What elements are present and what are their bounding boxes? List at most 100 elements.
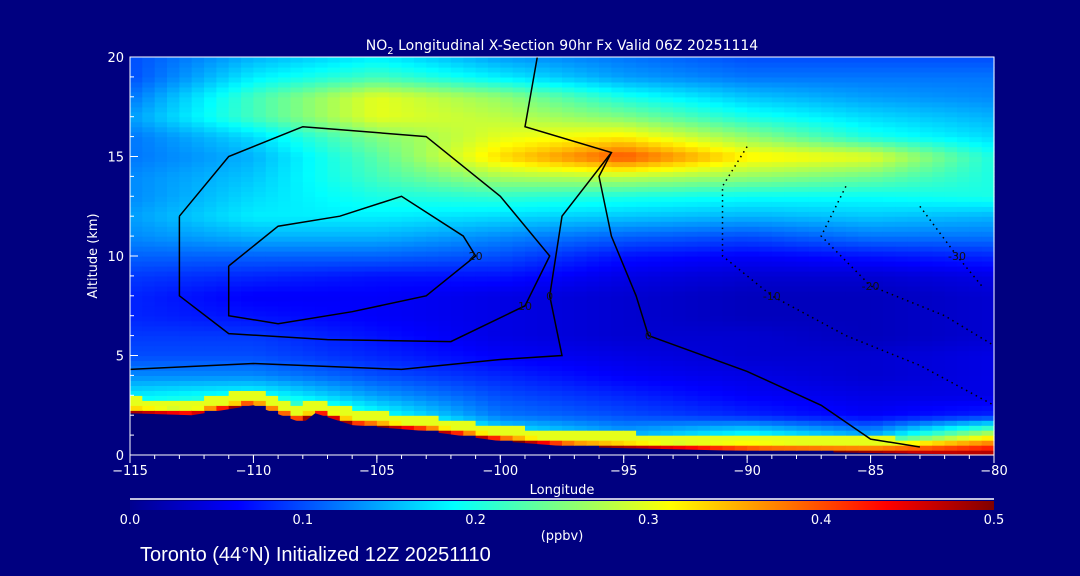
- heatmap-cell: [537, 201, 551, 207]
- heatmap-cell: [327, 66, 341, 73]
- heatmap-cell: [919, 261, 933, 267]
- heatmap-cell: [290, 395, 304, 401]
- heatmap-cell: [599, 430, 612, 436]
- heatmap-cell: [327, 101, 341, 108]
- heatmap-cell: [253, 340, 267, 347]
- heatmap-cell: [352, 196, 366, 202]
- heatmap-cell: [525, 266, 538, 272]
- heatmap-cell: [821, 330, 835, 337]
- heatmap-cell: [191, 231, 205, 237]
- heatmap-cell: [574, 440, 588, 446]
- heatmap-cell: [216, 266, 230, 272]
- heatmap-cell: [179, 76, 193, 83]
- heatmap-cell: [142, 191, 156, 197]
- heatmap-cell: [352, 315, 366, 322]
- heatmap-cell: [747, 275, 760, 282]
- heatmap-cell: [438, 96, 452, 103]
- heatmap-cell: [475, 261, 489, 267]
- heatmap-cell: [364, 176, 378, 182]
- heatmap-cell: [191, 81, 205, 88]
- heatmap-cell: [191, 176, 205, 182]
- heatmap-cell: [401, 390, 415, 396]
- heatmap-cell: [796, 350, 810, 357]
- heatmap-cell: [265, 335, 279, 342]
- heatmap-cell: [685, 266, 699, 272]
- heatmap-cell: [142, 405, 156, 411]
- heatmap-cell: [167, 131, 180, 138]
- heatmap-cell: [845, 305, 859, 312]
- heatmap-cell: [167, 350, 180, 357]
- heatmap-cell: [401, 305, 415, 312]
- heatmap-cell: [265, 81, 279, 88]
- heatmap-cell: [512, 285, 526, 292]
- heatmap-cell: [216, 375, 230, 381]
- heatmap-cell: [463, 196, 477, 202]
- heatmap-cell: [142, 375, 156, 381]
- heatmap-cell: [426, 335, 440, 342]
- heatmap-cell: [512, 385, 526, 391]
- heatmap-cell: [796, 131, 810, 138]
- heatmap-cell: [784, 236, 798, 242]
- heatmap-cell: [549, 116, 563, 123]
- heatmap-cell: [882, 261, 896, 267]
- heatmap-cell: [845, 325, 859, 332]
- heatmap-cell: [500, 226, 514, 232]
- heatmap-cell: [525, 76, 538, 83]
- heatmap-cell: [352, 330, 366, 337]
- heatmap-cell: [574, 226, 588, 232]
- heatmap-cell: [142, 390, 156, 396]
- heatmap-cell: [525, 355, 538, 362]
- heatmap-cell: [463, 211, 477, 217]
- heatmap-cell: [697, 261, 711, 267]
- heatmap-cell: [537, 106, 551, 113]
- heatmap-cell: [525, 300, 538, 307]
- heatmap-cell: [438, 261, 452, 267]
- heatmap-cell: [352, 285, 366, 292]
- heatmap-cell: [475, 395, 489, 401]
- heatmap-cell: [747, 300, 760, 307]
- heatmap-cell: [537, 196, 551, 202]
- heatmap-cell: [154, 320, 168, 327]
- heatmap-cell: [673, 86, 686, 93]
- heatmap-cell: [562, 355, 575, 362]
- heatmap-cell: [747, 111, 760, 118]
- heatmap-cell: [413, 375, 427, 381]
- heatmap-cell: [487, 231, 501, 237]
- heatmap-cell: [376, 71, 390, 78]
- heatmap-cell: [463, 66, 477, 73]
- heatmap-cell: [685, 370, 699, 376]
- heatmap-cell: [204, 390, 217, 396]
- heatmap-cell: [895, 156, 909, 163]
- heatmap-cell: [426, 275, 440, 282]
- heatmap-cell: [685, 146, 699, 153]
- heatmap-cell: [845, 111, 859, 118]
- heatmap-cell: [463, 385, 477, 391]
- heatmap-cell: [179, 131, 193, 138]
- heatmap-cell: [660, 246, 674, 252]
- heatmap-cell: [179, 365, 193, 371]
- heatmap-cell: [450, 251, 464, 257]
- heatmap-cell: [413, 151, 427, 158]
- heatmap-cell: [179, 216, 193, 222]
- heatmap-cell: [204, 241, 217, 247]
- heatmap-cell: [858, 181, 872, 187]
- heatmap-cell: [339, 66, 353, 73]
- heatmap-cell: [759, 320, 773, 327]
- heatmap-cell: [450, 146, 464, 153]
- heatmap-cell: [352, 101, 366, 108]
- heatmap-cell: [858, 126, 872, 133]
- heatmap-cell: [265, 280, 279, 287]
- heatmap-cell: [919, 340, 933, 347]
- heatmap-cell: [413, 310, 427, 317]
- heatmap-cell: [241, 251, 254, 257]
- heatmap-cell: [191, 156, 205, 163]
- heatmap-cell: [463, 355, 477, 362]
- heatmap-cell: [796, 300, 810, 307]
- heatmap-cell: [438, 425, 452, 431]
- heatmap-cell: [660, 156, 674, 163]
- heatmap-cell: [512, 171, 526, 177]
- heatmap-cell: [734, 440, 748, 446]
- heatmap-cell: [450, 171, 464, 177]
- heatmap-cell: [253, 191, 267, 197]
- heatmap-cell: [784, 445, 798, 451]
